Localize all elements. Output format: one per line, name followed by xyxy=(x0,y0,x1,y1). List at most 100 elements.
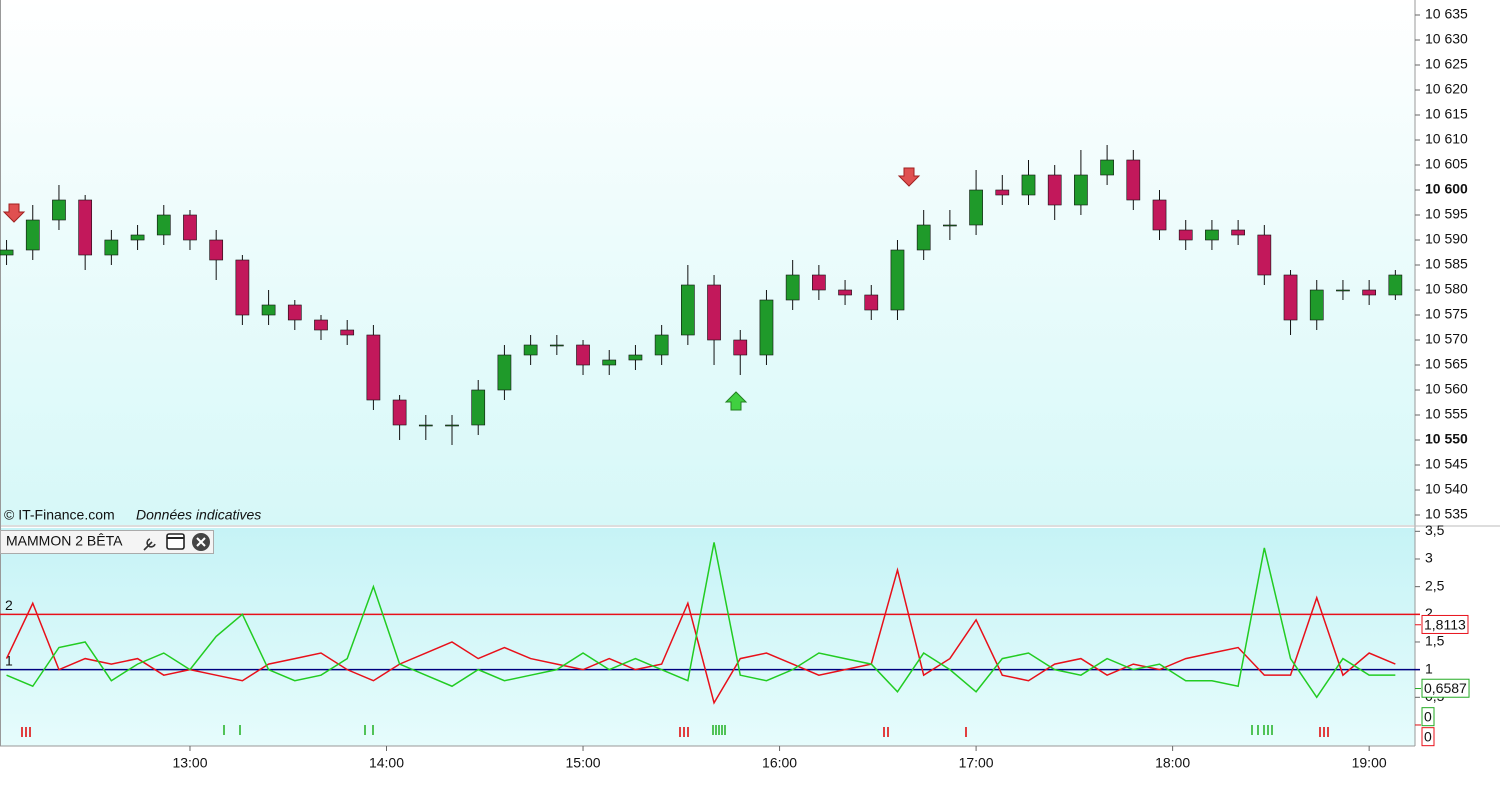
last-value-label: 0,6587 xyxy=(1424,680,1467,696)
x-tick-label: 19:00 xyxy=(1352,755,1387,771)
candle-body xyxy=(209,239,224,261)
candle-body xyxy=(864,294,879,311)
candle-body xyxy=(104,239,119,256)
indicator-header xyxy=(0,530,214,554)
signal-ticks-red xyxy=(21,727,1329,737)
sell-arrow xyxy=(897,167,921,187)
level-label: 1 xyxy=(5,652,13,668)
candle-body xyxy=(392,399,407,426)
watermark-note: Données indicatives xyxy=(136,507,261,523)
candle-body xyxy=(1100,159,1114,176)
x-tick-label: 16:00 xyxy=(762,755,797,771)
candle-body xyxy=(235,259,250,316)
candle-body xyxy=(1047,174,1062,206)
candle-body xyxy=(78,199,93,256)
y-tick-label: 10 565 xyxy=(1425,356,1468,372)
y-tick-label: 10 560 xyxy=(1425,381,1468,397)
last-value-label: 0 xyxy=(1424,709,1432,725)
candle-body xyxy=(759,299,774,356)
candle-body xyxy=(1205,229,1219,241)
y-tick-label: 10 600 xyxy=(1425,181,1468,197)
candle-body xyxy=(183,214,197,241)
candle-body xyxy=(576,344,590,366)
candle-body xyxy=(890,249,905,311)
y-tick-label: 10 535 xyxy=(1425,506,1468,522)
y-tick-label: 10 605 xyxy=(1425,156,1468,172)
candle-body xyxy=(1362,289,1376,296)
candle-body xyxy=(156,214,171,236)
x-tick-label: 15:00 xyxy=(566,755,601,771)
candle-body xyxy=(680,284,695,336)
candle-body xyxy=(916,224,931,251)
candle-body xyxy=(314,319,328,331)
y-tick-label: 10 580 xyxy=(1425,281,1468,297)
candle-body xyxy=(1231,229,1245,236)
candle-body xyxy=(523,344,538,356)
candle-body xyxy=(0,249,14,256)
y-tick-label: 10 555 xyxy=(1425,406,1468,422)
candle-body xyxy=(1283,274,1298,321)
candle-body xyxy=(995,189,1010,196)
signal-ticks-green xyxy=(223,725,1273,735)
y-tick-label: 10 630 xyxy=(1425,31,1468,47)
y-tick-label: 10 545 xyxy=(1425,456,1468,472)
sell-arrow xyxy=(2,203,26,223)
indicator-line xyxy=(6,542,1396,699)
indicator-panel xyxy=(0,528,1415,746)
candle-body xyxy=(733,339,748,356)
x-tick-label: 14:00 xyxy=(369,755,404,771)
last-value-box xyxy=(1421,727,1435,747)
candle-body xyxy=(1257,234,1272,276)
price-panel xyxy=(0,0,1415,525)
last-value-box xyxy=(1421,614,1469,634)
y-tick-label: 10 540 xyxy=(1425,481,1468,497)
candle-body xyxy=(1336,289,1350,292)
last-value-box xyxy=(1421,707,1435,727)
candle-body xyxy=(654,334,669,356)
candle-body xyxy=(969,189,983,226)
candle-body xyxy=(471,389,486,426)
y-tick-label: 10 635 xyxy=(1425,6,1468,22)
candle-body xyxy=(52,199,66,221)
x-tick-label: 17:00 xyxy=(959,755,994,771)
candle-body xyxy=(25,219,40,251)
y-tick-label: 2 xyxy=(1425,605,1433,621)
y-tick-label: 2,5 xyxy=(1425,577,1445,593)
candle-body xyxy=(366,334,381,401)
candle-body xyxy=(838,289,852,296)
candle-body xyxy=(1178,229,1193,241)
y-tick-label: 10 575 xyxy=(1425,306,1468,322)
x-tick-label: 18:00 xyxy=(1155,755,1190,771)
settings-icon[interactable] xyxy=(143,538,156,551)
y-tick-label: 10 570 xyxy=(1425,331,1468,347)
candle-body xyxy=(812,274,826,291)
last-value-label: 1,8113 xyxy=(1424,616,1466,632)
candle-body xyxy=(445,424,459,427)
y-tick-label: 3,5 xyxy=(1425,522,1445,538)
y-tick-label: 10 615 xyxy=(1425,106,1468,122)
buy-arrow xyxy=(724,391,748,411)
candle-body xyxy=(1021,174,1036,196)
candle-body xyxy=(602,359,617,366)
y-tick-label: 1,5 xyxy=(1425,633,1445,649)
y-tick-label: 10 585 xyxy=(1425,256,1468,272)
x-tick-label: 13:00 xyxy=(172,755,207,771)
candle-body xyxy=(340,329,355,336)
y-tick-label: 1 xyxy=(1425,660,1433,676)
y-tick-label: 10 595 xyxy=(1425,206,1468,222)
y-tick-label: 10 550 xyxy=(1425,431,1468,447)
last-value-label: 0 xyxy=(1424,729,1432,745)
candle-body xyxy=(497,354,512,391)
candle-body xyxy=(1152,199,1167,231)
candle-body xyxy=(1074,174,1088,206)
last-value-box xyxy=(1421,678,1470,698)
candle-body xyxy=(418,424,433,427)
y-tick-label: 10 610 xyxy=(1425,131,1468,147)
candle-body xyxy=(287,304,302,321)
candle-body xyxy=(130,234,145,241)
candle-body xyxy=(1309,289,1324,321)
window-icon[interactable] xyxy=(166,533,185,550)
y-tick-label: 3 xyxy=(1425,550,1433,566)
candle-body xyxy=(707,284,721,341)
watermark: © IT-Finance.com xyxy=(4,507,115,523)
